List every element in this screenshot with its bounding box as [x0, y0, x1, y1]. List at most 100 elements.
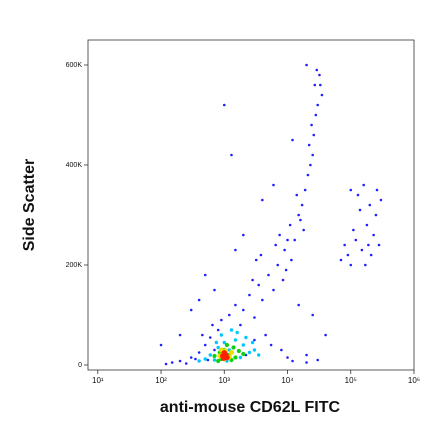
point: [203, 357, 207, 361]
x-axis-title: anti-mouse CD62L FITC: [160, 399, 341, 416]
point: [267, 273, 270, 277]
point: [242, 233, 245, 237]
point: [319, 83, 322, 87]
point: [352, 228, 355, 232]
point: [281, 278, 285, 282]
point: [184, 362, 188, 365]
point: [201, 333, 204, 337]
point: [216, 345, 220, 350]
point: [309, 163, 312, 167]
point: [259, 253, 263, 257]
point: [291, 138, 294, 142]
y-tick-label: 0: [78, 362, 82, 369]
point: [283, 248, 286, 252]
point: [236, 348, 241, 354]
point: [358, 208, 362, 212]
point: [311, 153, 314, 157]
point: [302, 228, 305, 232]
point: [213, 288, 216, 292]
point: [189, 308, 193, 312]
point: [261, 198, 264, 202]
point: [295, 193, 299, 197]
y-tick-label: 200K: [66, 262, 83, 269]
point: [314, 113, 318, 117]
point: [290, 258, 293, 262]
point: [299, 218, 302, 222]
point: [241, 351, 246, 357]
point: [230, 153, 233, 157]
point: [233, 338, 238, 342]
point: [369, 253, 373, 257]
point: [203, 343, 207, 347]
point: [208, 336, 212, 339]
point: [305, 361, 308, 364]
x-tick-label: 10⁶: [408, 376, 420, 385]
point: [284, 268, 288, 272]
point: [239, 323, 242, 327]
point: [305, 63, 308, 67]
point: [374, 213, 378, 217]
point: [252, 348, 257, 352]
x-tick-label: 10¹: [92, 376, 104, 385]
point: [170, 361, 174, 364]
point: [194, 357, 197, 361]
point: [297, 213, 300, 217]
point: [288, 223, 292, 227]
point: [253, 338, 256, 342]
point: [310, 123, 313, 127]
point: [360, 248, 364, 252]
point: [272, 183, 275, 187]
point: [159, 343, 163, 347]
point: [368, 203, 372, 207]
point: [219, 333, 224, 337]
point: [264, 333, 267, 337]
point: [305, 353, 308, 357]
point: [291, 359, 294, 363]
point: [213, 348, 216, 352]
plot-frame: [87, 39, 415, 371]
y-tick-label: 600K: [66, 62, 83, 69]
point: [189, 356, 193, 359]
point: [315, 68, 319, 72]
point: [367, 243, 370, 247]
point: [300, 203, 304, 207]
y-axis-title: Side Scatter: [21, 159, 38, 251]
point: [234, 248, 237, 252]
point: [307, 143, 311, 147]
point: [286, 356, 289, 359]
y-tick-label: 400K: [66, 162, 83, 169]
point: [221, 350, 228, 356]
point: [377, 243, 381, 247]
point: [306, 173, 310, 177]
point: [349, 188, 353, 192]
point: [364, 263, 367, 267]
point: [312, 133, 316, 137]
point: [272, 288, 275, 292]
point: [354, 238, 358, 242]
point: [244, 335, 248, 340]
point: [316, 103, 319, 107]
point: [228, 350, 234, 355]
point: [375, 188, 379, 192]
point: [211, 323, 214, 327]
point: [197, 298, 201, 302]
point: [224, 342, 229, 348]
point: [365, 223, 369, 227]
point: [216, 358, 221, 364]
point: [220, 355, 227, 361]
x-tick-label: 10²: [155, 376, 167, 385]
point: [233, 355, 238, 360]
point: [214, 340, 219, 345]
point: [197, 351, 201, 354]
point: [242, 308, 245, 312]
point: [164, 362, 168, 366]
point: [313, 83, 317, 87]
point: [372, 233, 375, 237]
point: [303, 188, 307, 192]
point: [231, 345, 236, 350]
point: [311, 313, 314, 317]
point: [293, 238, 297, 242]
point: [324, 333, 327, 337]
point: [356, 193, 360, 197]
